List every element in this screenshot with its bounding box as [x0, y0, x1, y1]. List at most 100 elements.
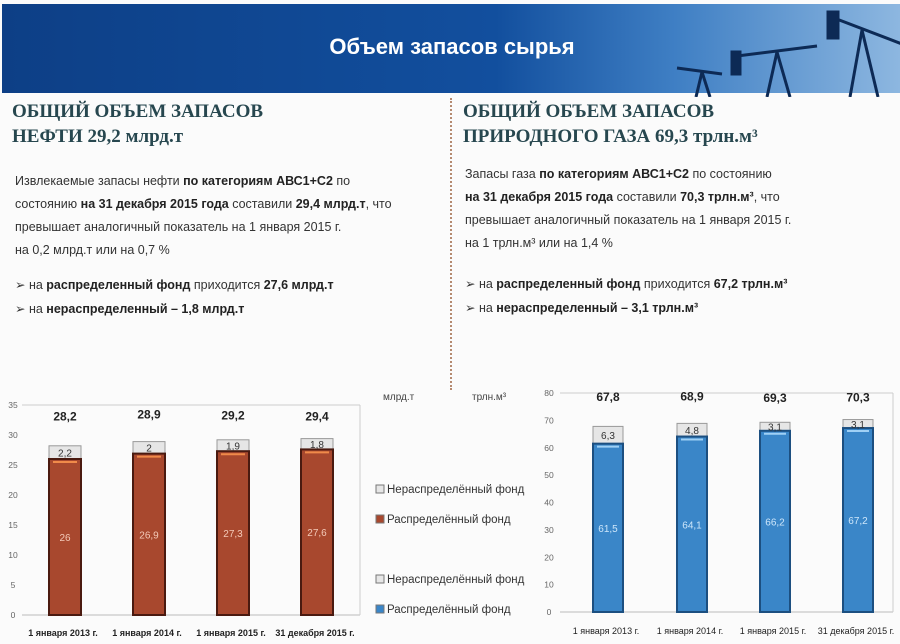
text-run: 27,6 млрд.т	[263, 278, 334, 292]
text-run: приходится	[640, 277, 714, 291]
total-label: 69,3	[763, 391, 787, 405]
bullet-item: ➢ на распределенный фонд приходится 27,6…	[15, 277, 334, 292]
legend-label: Нераспределённый фонд	[387, 574, 525, 586]
legend-label: Распределённый фонд	[387, 604, 511, 616]
text-run: приходится	[190, 278, 264, 292]
text-run: на	[478, 301, 497, 315]
y-tick-label: 0	[547, 607, 552, 617]
x-tick-label: 1 января 2015 г.	[196, 628, 266, 638]
y-tick-label: 80	[544, 388, 554, 398]
paragraph-line: Извлекаемые запасы нефти по категориям А…	[15, 170, 392, 193]
bar-distributed	[300, 448, 334, 616]
oil-heading: ОБЩИЙ ОБЪЕМ ЗАПАСОВ НЕФТИ 29,2 млрд.т	[12, 99, 263, 149]
text-run: 29,4 млрд.т	[295, 197, 366, 211]
text-run: на 31 декабря 2015 года	[465, 190, 614, 204]
text-run: на 31 декабря 2015 года	[80, 197, 229, 211]
oil-unit-label: млрд.т	[383, 392, 415, 403]
total-label: 28,9	[137, 408, 161, 422]
bar-distributed	[676, 435, 708, 613]
divider	[450, 98, 452, 390]
y-tick-label: 40	[544, 498, 554, 508]
bullet-item: ➢ на распределенный фонд приходится 67,2…	[465, 276, 787, 291]
data-label-undistributed: 2,2	[58, 448, 72, 459]
gas-unit-label: трлн.м³	[472, 392, 507, 403]
text-run: нераспределенный – 1,8 млрд.т	[46, 302, 245, 316]
bar-distributed	[48, 458, 82, 616]
data-label-undistributed: 3,1	[851, 420, 865, 431]
bar-distributed	[216, 450, 250, 617]
x-tick-label: 1 января 2014 г.	[112, 628, 182, 638]
y-tick-label: 10	[544, 580, 554, 590]
paragraph-line: состоянию на 31 декабря 2015 года состав…	[15, 193, 392, 216]
text-run: по	[332, 174, 351, 188]
x-tick-label: 31 декабря 2015 г.	[275, 628, 354, 638]
data-label-undistributed: 3,1	[768, 423, 782, 434]
bar-distributed	[592, 442, 624, 613]
total-label: 29,4	[305, 410, 329, 424]
data-label-undistributed: 4,8	[685, 426, 699, 437]
text-run: на	[478, 277, 497, 291]
legend-label: Распределённый фонд	[387, 514, 511, 526]
x-tick-label: 1 января 2015 г.	[740, 626, 807, 636]
y-tick-label: 30	[8, 430, 18, 440]
data-label-undistributed: 1,9	[226, 442, 240, 453]
arrow-bullet-icon: ➢	[465, 301, 479, 315]
bullet-item: ➢ на нераспределенный – 3,1 трлн.м³	[465, 300, 698, 315]
data-label-distributed: 66,2	[765, 517, 785, 528]
total-label: 29,2	[221, 408, 245, 422]
text-run: , что	[365, 197, 392, 211]
text-run: составили	[228, 197, 296, 211]
text-run: на	[28, 302, 47, 316]
gas-chart: 0 10 20 30 40 50 60 70 80 6,3 61,5 67,8 1 января 201…	[544, 388, 894, 636]
y-tick-label: 70	[544, 415, 554, 425]
arrow-bullet-icon: ➢	[15, 278, 29, 292]
y-tick-label: 20	[544, 552, 554, 562]
text-run: Извлекаемые запасы нефти	[15, 174, 184, 188]
text-run: 67,2 трлн.м³	[713, 277, 788, 291]
x-tick-label: 31 декабря 2015 г.	[818, 626, 895, 636]
y-tick-label: 50	[544, 470, 554, 480]
legend-swatch	[375, 514, 385, 524]
y-tick-label: 20	[8, 490, 18, 500]
text-run: по категориям АВС1+С2	[183, 174, 333, 188]
data-label-distributed: 67,2	[848, 516, 868, 527]
paragraph-line: Запасы газа по категориям АВС1+С2 по сос…	[465, 163, 791, 186]
data-label-distributed: 27,6	[307, 528, 327, 539]
paragraph-line: на 31 декабря 2015 года составили 70,3 т…	[465, 186, 791, 209]
total-label: 28,2	[53, 409, 77, 423]
oil-heading-line: ОБЩИЙ ОБЪЕМ ЗАПАСОВ	[12, 101, 264, 122]
text-run: нераспределенный – 3,1 трлн.м³	[496, 301, 699, 315]
page-title: Объем запасов сырья	[329, 34, 575, 59]
text-run: превышает аналогичный показатель на 1 ян…	[465, 213, 792, 227]
text-run: Запасы газа	[465, 167, 540, 181]
oil-description: Извлекаемые запасы нефти по категориям А…	[15, 170, 392, 262]
paragraph-line: превышает аналогичный показатель на 1 ян…	[465, 209, 791, 232]
arrow-bullet-icon: ➢	[15, 302, 29, 316]
gas-heading-line: ПРИРОДНОГО ГАЗА 69,3 трлн.м³	[463, 126, 758, 147]
header-banner: Объем запасов сырья	[2, 4, 900, 97]
data-label-distributed: 26,9	[139, 530, 159, 541]
oil-pumpjack-icon	[676, 10, 900, 97]
data-label-undistributed: 2	[146, 444, 152, 455]
legends: Нераспределённый фонд Распределённый фонд…	[375, 484, 525, 616]
data-label-undistributed: 6,3	[601, 431, 615, 442]
text-run: по состоянию	[688, 167, 772, 181]
x-tick-label: 1 января 2014 г.	[657, 626, 724, 636]
paragraph-line: превышает аналогичный показатель на 1 ян…	[15, 216, 392, 239]
text-run: 70,3 трлн.м³	[680, 190, 754, 204]
total-label: 68,9	[680, 389, 704, 403]
gas-heading-line: ОБЩИЙ ОБЪЕМ ЗАПАСОВ	[463, 101, 715, 122]
bullet-item: ➢ на нераспределенный – 1,8 млрд.т	[15, 301, 244, 316]
text-run: на 1 трлн.м³ или на 1,4 %	[465, 236, 613, 250]
x-tick-label: 1 января 2013 г.	[28, 628, 98, 638]
total-label: 67,8	[596, 390, 620, 404]
y-tick-label: 60	[544, 443, 554, 453]
gas-heading: ОБЩИЙ ОБЪЕМ ЗАПАСОВ ПРИРОДНОГО ГАЗА 69,3…	[463, 99, 758, 149]
bar-distributed	[132, 452, 166, 616]
gas-description: Запасы газа по категориям АВС1+С2 по сос…	[465, 163, 791, 255]
y-tick-label: 0	[11, 610, 16, 620]
data-label-undistributed: 1,8	[310, 440, 324, 451]
text-run: составили	[613, 190, 681, 204]
